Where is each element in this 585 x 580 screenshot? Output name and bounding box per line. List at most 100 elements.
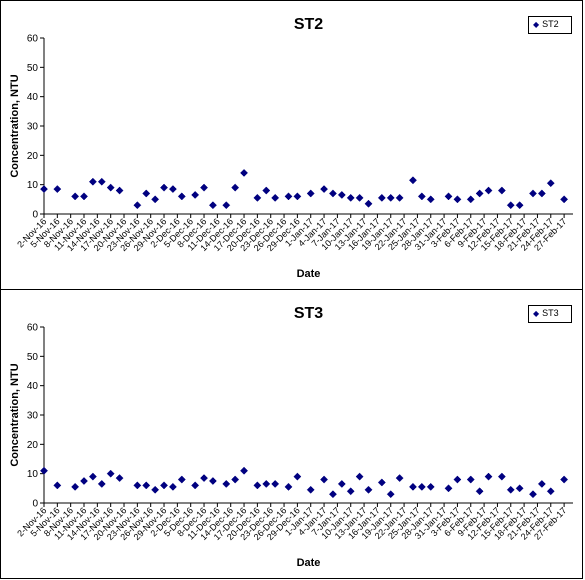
data-point (88, 472, 97, 481)
chart-title: ST3 (294, 305, 323, 322)
data-point (160, 481, 168, 490)
data-point (346, 487, 355, 496)
data-point (71, 192, 80, 201)
legend-label-st2: ST2 (542, 19, 559, 29)
y-tick-label: 40 (27, 92, 39, 103)
data-point (546, 487, 555, 496)
data-point (506, 201, 515, 210)
data-point (262, 479, 271, 488)
data-point (80, 477, 88, 485)
chart-panel-st3: ST3 0 10 20 30 40 50 60 2-Nov-16 5-Nov-16 8-Nov-16… (0, 289, 583, 579)
data-point (53, 185, 62, 194)
data-point (177, 475, 186, 484)
y-tick-label: 50 (27, 63, 39, 74)
y-axis-label: Concentration, NTU (9, 74, 21, 177)
data-point (151, 195, 160, 204)
data-point (484, 472, 493, 481)
data-point (546, 179, 555, 188)
x-axis-label: Date (297, 557, 321, 569)
data-point (306, 189, 315, 198)
data-point (115, 186, 124, 195)
data-point (417, 482, 426, 491)
data-point (377, 478, 386, 487)
y-tick-label: 10 (27, 180, 39, 191)
data-point (71, 482, 80, 491)
data-point (53, 481, 62, 490)
data-point (466, 475, 475, 484)
data-point (386, 193, 395, 202)
data-point (355, 193, 364, 202)
data-point (328, 189, 337, 198)
data-point (200, 474, 208, 483)
data-point (409, 482, 417, 491)
y-axis-label: Concentration, NTU (9, 363, 21, 466)
data-point (231, 475, 240, 484)
data-point (168, 185, 177, 194)
data-point (191, 190, 200, 199)
legend-label-st3: ST3 (542, 308, 559, 318)
data-point (253, 193, 262, 202)
y-tick-label: 40 (27, 381, 39, 392)
data-point (40, 466, 48, 475)
data-point (106, 183, 115, 192)
data-point (537, 479, 546, 488)
data-point (320, 475, 329, 484)
y-tick-label: 0 (32, 499, 38, 510)
data-point (453, 475, 462, 484)
data-point (271, 193, 280, 202)
data-point (253, 481, 262, 490)
data-point (395, 474, 404, 483)
data-point (417, 192, 426, 201)
data-point (395, 193, 404, 202)
data-point (426, 482, 435, 491)
data-point (306, 485, 315, 494)
data-point (293, 192, 302, 201)
data-point (337, 190, 346, 199)
data-point (328, 490, 337, 499)
data-point (364, 485, 373, 494)
legend-marker-icon: ◆ (533, 20, 540, 29)
legend-st3: ◆ ST3 (528, 305, 572, 323)
y-tick-label: 30 (27, 122, 39, 133)
data-point (475, 189, 484, 198)
y-tick-label: 20 (27, 151, 39, 162)
data-point (208, 201, 217, 210)
data-point (240, 168, 248, 177)
data-point (444, 192, 453, 201)
data-point (133, 481, 142, 490)
data-point (97, 177, 106, 186)
data-point (346, 193, 355, 202)
y-tick-label: 0 (32, 210, 38, 221)
data-point (142, 189, 151, 198)
data-point (515, 201, 524, 210)
data-point (293, 472, 302, 481)
data-point (284, 192, 293, 201)
data-point (497, 472, 506, 481)
data-point (444, 484, 453, 493)
data-point (386, 490, 395, 499)
data-point (497, 186, 506, 195)
data-point (168, 482, 177, 491)
data-point (191, 481, 200, 490)
data-point (151, 485, 160, 494)
data-point (160, 183, 168, 192)
data-point (200, 183, 208, 192)
chart-panel-st2: ST2 0 10 20 30 40 50 60 2-Nov-16 5-Nov-16 8-Nov-16… (0, 0, 583, 290)
data-point (337, 479, 346, 488)
legend-st2: ◆ ST2 (528, 16, 572, 34)
data-point (515, 484, 524, 493)
data-point (115, 474, 124, 483)
data-point (231, 183, 240, 192)
y-tick-label: 60 (27, 34, 39, 45)
chart-svg-st2: ST201020304050602-Nov-165-Nov-168-Nov-16… (9, 16, 573, 280)
data-point (88, 177, 97, 186)
data-point (560, 195, 569, 204)
data-point (409, 176, 417, 185)
data-point (262, 186, 271, 195)
data-point (240, 466, 248, 475)
y-tick-label: 60 (27, 323, 39, 334)
data-point (106, 469, 115, 478)
data-point (133, 201, 142, 210)
data-point (40, 185, 48, 194)
data-point (426, 195, 435, 204)
